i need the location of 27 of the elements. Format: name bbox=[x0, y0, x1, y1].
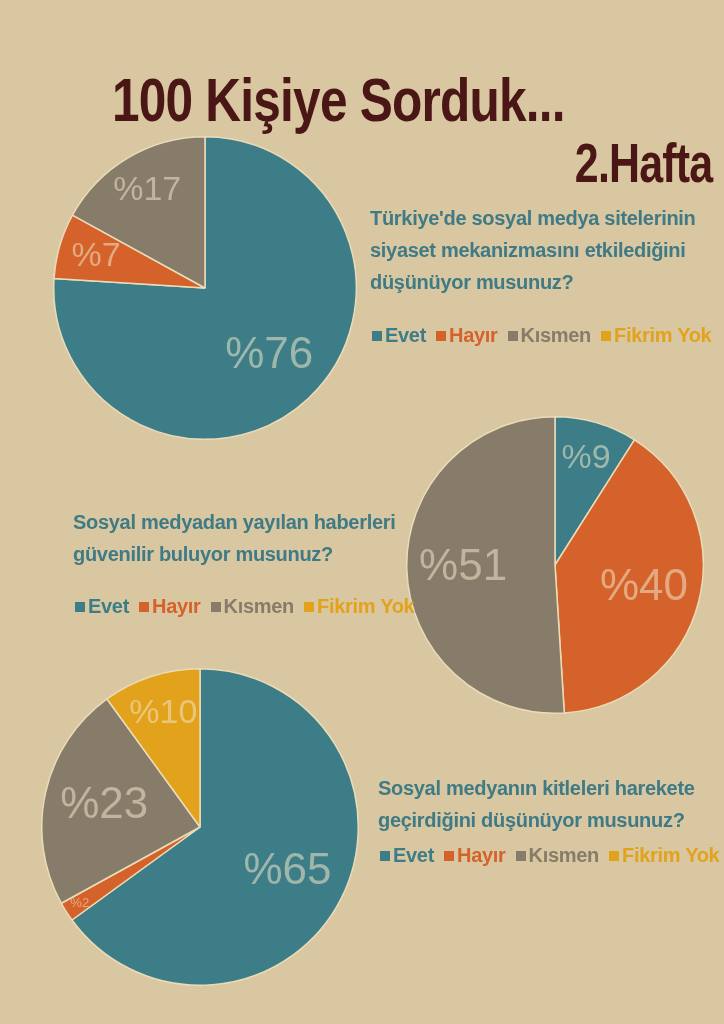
text: Sosyal medyadan yayılan haberleri güvenilir buluyor musunuz? bbox=[73, 510, 397, 567]
data-label: %2 bbox=[70, 894, 90, 910]
data-label: %10 bbox=[129, 692, 198, 731]
text: 2.Hafta bbox=[574, 132, 712, 194]
legend-label: Evet bbox=[393, 844, 435, 866]
text: Sosyal medyanın kitleleri harekete geçirdiğini düşünüyor musunuz? bbox=[378, 776, 696, 833]
data-label: %51 bbox=[419, 540, 508, 590]
data-label: %23 bbox=[60, 777, 149, 827]
data-label: %40 bbox=[599, 560, 689, 609]
legend-label: Kısmen bbox=[528, 844, 600, 866]
legend-label: Fikrim Yok bbox=[317, 595, 415, 617]
text: Türkiye'de sosyal medya sitelerinin siyaset mekanizmasını etkilediğini düşünüyor musunuz? bbox=[370, 206, 697, 295]
legend-label: Evet bbox=[88, 595, 130, 617]
legend-label: Hayır bbox=[457, 844, 506, 866]
legend-label: Fikrim Yok bbox=[614, 324, 712, 346]
data-label: %65 bbox=[243, 843, 332, 893]
legend-label: Evet bbox=[385, 324, 427, 346]
text: 100 Kişiye Sorduk... bbox=[112, 65, 565, 134]
data-label: %7 bbox=[71, 234, 121, 273]
legend-label: Kısmen bbox=[223, 595, 295, 617]
data-label: %9 bbox=[561, 436, 611, 475]
legend-label: Hayır bbox=[449, 324, 498, 346]
data-label: %76 bbox=[225, 328, 314, 378]
data-label: %17 bbox=[113, 168, 182, 207]
legend-label: Hayır bbox=[152, 595, 201, 617]
legend-label: Kısmen bbox=[520, 324, 592, 346]
legend-label: Fikrim Yok bbox=[622, 844, 720, 866]
